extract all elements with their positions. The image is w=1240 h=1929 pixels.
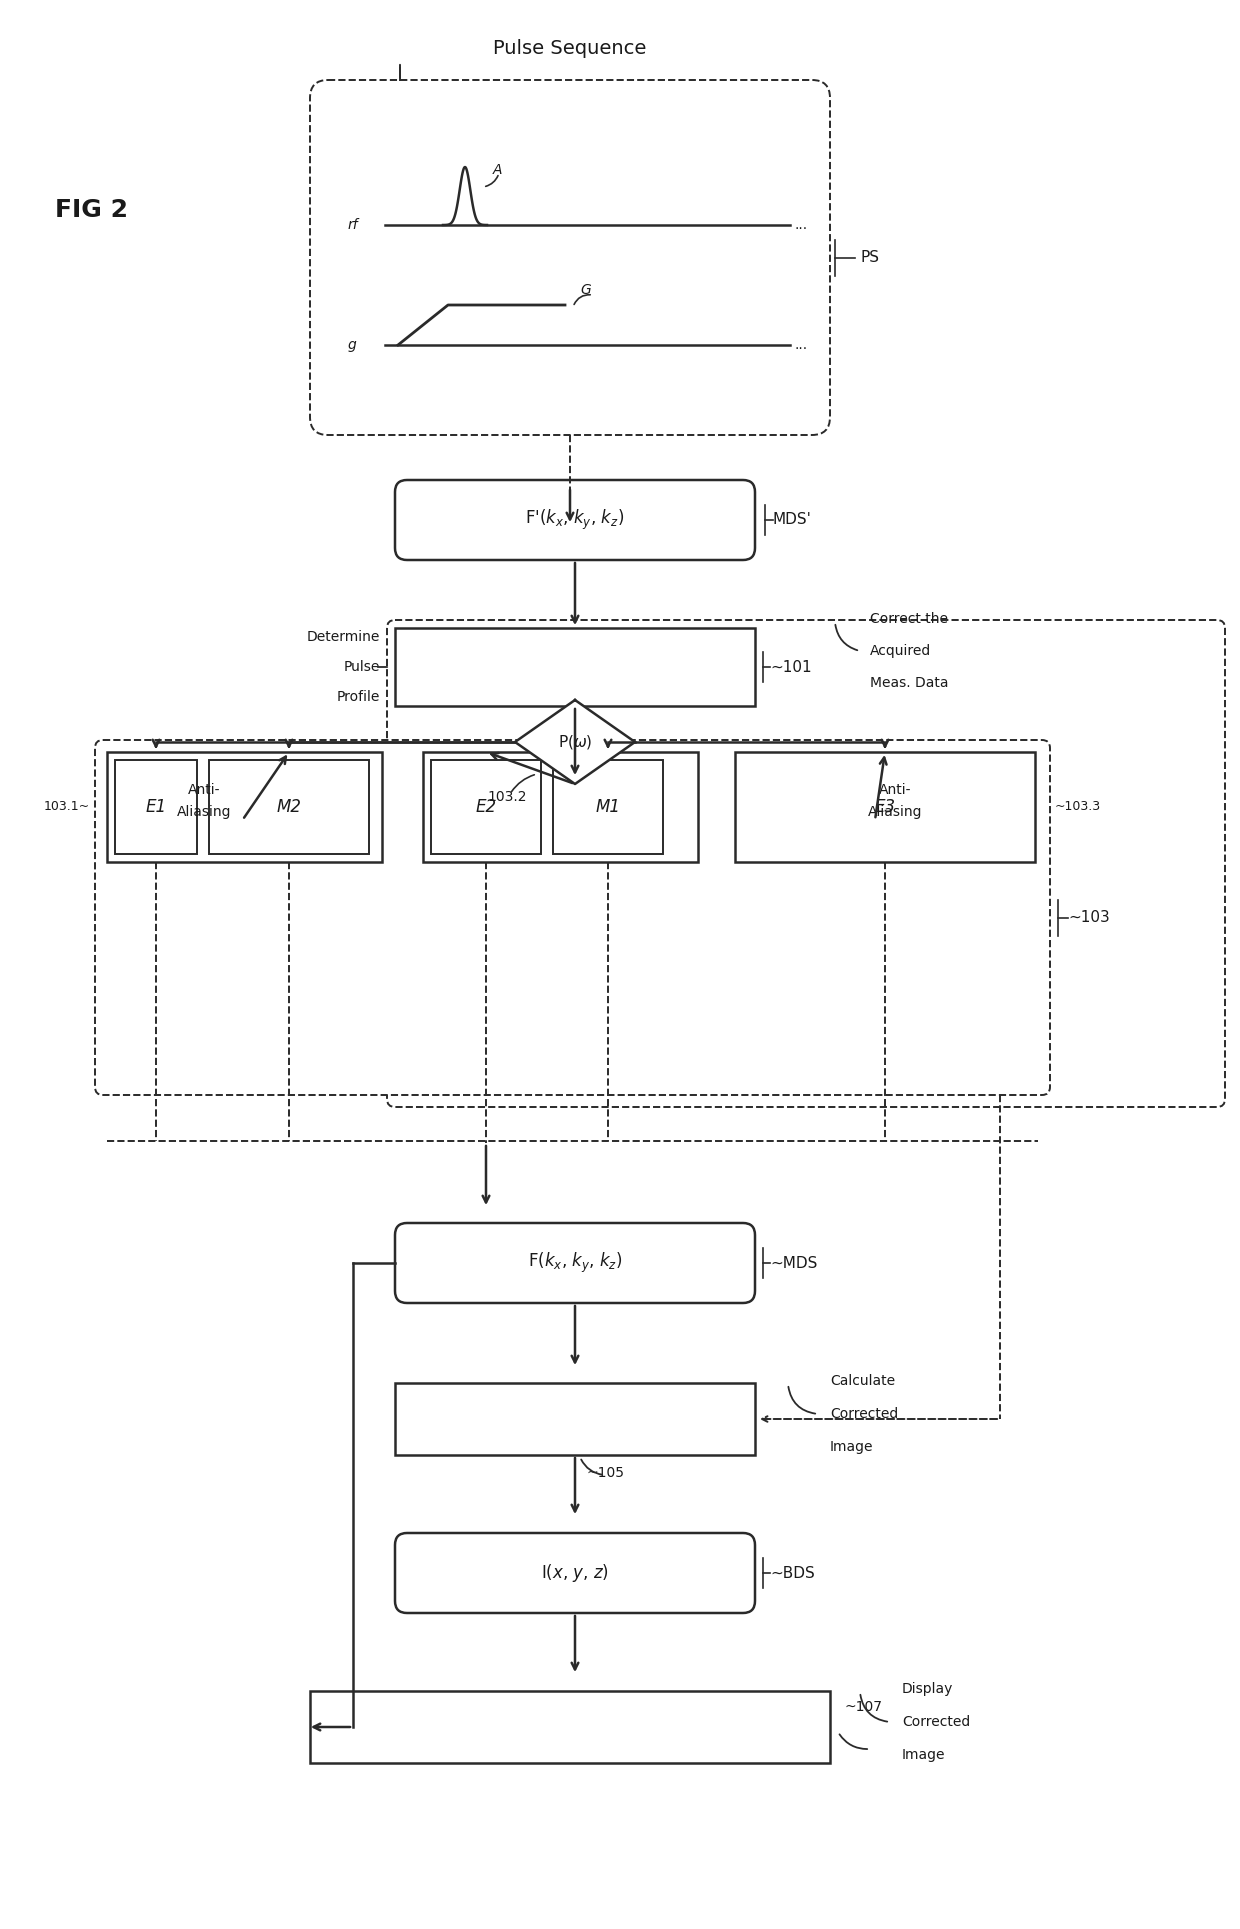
Text: Anti-: Anti- [879, 783, 911, 797]
Bar [432, 760, 541, 855]
Text: Corrected: Corrected [901, 1715, 970, 1728]
FancyBboxPatch shape [95, 741, 1050, 1096]
Text: Anti-: Anti- [188, 783, 221, 797]
Text: Pulse Sequence: Pulse Sequence [494, 39, 647, 58]
FancyBboxPatch shape [387, 619, 1225, 1107]
Text: Aliasing: Aliasing [868, 804, 923, 820]
Polygon shape [515, 700, 635, 783]
Text: Correct the: Correct the [870, 611, 949, 627]
Bar [210, 760, 370, 855]
Text: ~101: ~101 [770, 660, 812, 675]
Text: G: G [580, 284, 590, 297]
Text: Acquired: Acquired [870, 644, 931, 658]
FancyBboxPatch shape [310, 79, 830, 436]
Text: Profile: Profile [336, 691, 379, 704]
FancyBboxPatch shape [396, 1534, 755, 1613]
Text: P($\omega$): P($\omega$) [558, 733, 593, 750]
Text: E3: E3 [874, 799, 895, 816]
Text: I($x$, $y$, $z$): I($x$, $y$, $z$) [541, 1562, 609, 1584]
Text: Display: Display [901, 1682, 954, 1696]
Text: Corrected: Corrected [830, 1406, 898, 1422]
Bar [310, 1692, 830, 1763]
Text: g: g [348, 338, 357, 351]
FancyBboxPatch shape [396, 480, 755, 559]
Text: F($k_x$, $k_y$, $k_z$): F($k_x$, $k_y$, $k_z$) [528, 1250, 622, 1275]
Bar [115, 760, 197, 855]
Text: 103.2: 103.2 [487, 791, 527, 804]
Text: F'($k_x$, $k_y$, $k_z$): F'($k_x$, $k_y$, $k_z$) [526, 507, 625, 532]
Text: FIG 2: FIG 2 [55, 199, 128, 222]
Text: M1: M1 [595, 799, 620, 816]
Bar [107, 752, 382, 862]
Bar [396, 1383, 755, 1454]
Text: E2: E2 [475, 799, 496, 816]
Text: ~103.3: ~103.3 [1055, 801, 1101, 814]
Bar [396, 629, 755, 706]
Bar [735, 752, 1035, 862]
FancyBboxPatch shape [396, 1223, 755, 1302]
Text: Calculate: Calculate [830, 1373, 895, 1389]
Text: Aliasing: Aliasing [177, 804, 232, 820]
Text: ...: ... [795, 338, 808, 351]
Text: ~103: ~103 [1068, 910, 1110, 926]
Text: E1: E1 [145, 799, 166, 816]
Text: ~105: ~105 [587, 1466, 625, 1480]
Text: ~MDS: ~MDS [770, 1256, 817, 1271]
Text: ~BDS: ~BDS [770, 1566, 815, 1580]
Bar [423, 752, 698, 862]
Text: M2: M2 [277, 799, 301, 816]
Text: ~107: ~107 [844, 1699, 883, 1715]
Text: Determine: Determine [306, 631, 379, 644]
Text: A: A [494, 162, 502, 177]
Text: Pulse: Pulse [343, 660, 379, 673]
Text: Image: Image [901, 1748, 945, 1761]
Text: Meas. Data: Meas. Data [870, 675, 949, 691]
Text: 103.1~: 103.1~ [43, 801, 91, 814]
Bar [553, 760, 663, 855]
Text: Image: Image [830, 1441, 873, 1454]
Text: ...: ... [795, 218, 808, 231]
Text: PS: PS [861, 251, 879, 264]
Text: MDS': MDS' [773, 513, 812, 527]
Text: rf: rf [348, 218, 358, 231]
